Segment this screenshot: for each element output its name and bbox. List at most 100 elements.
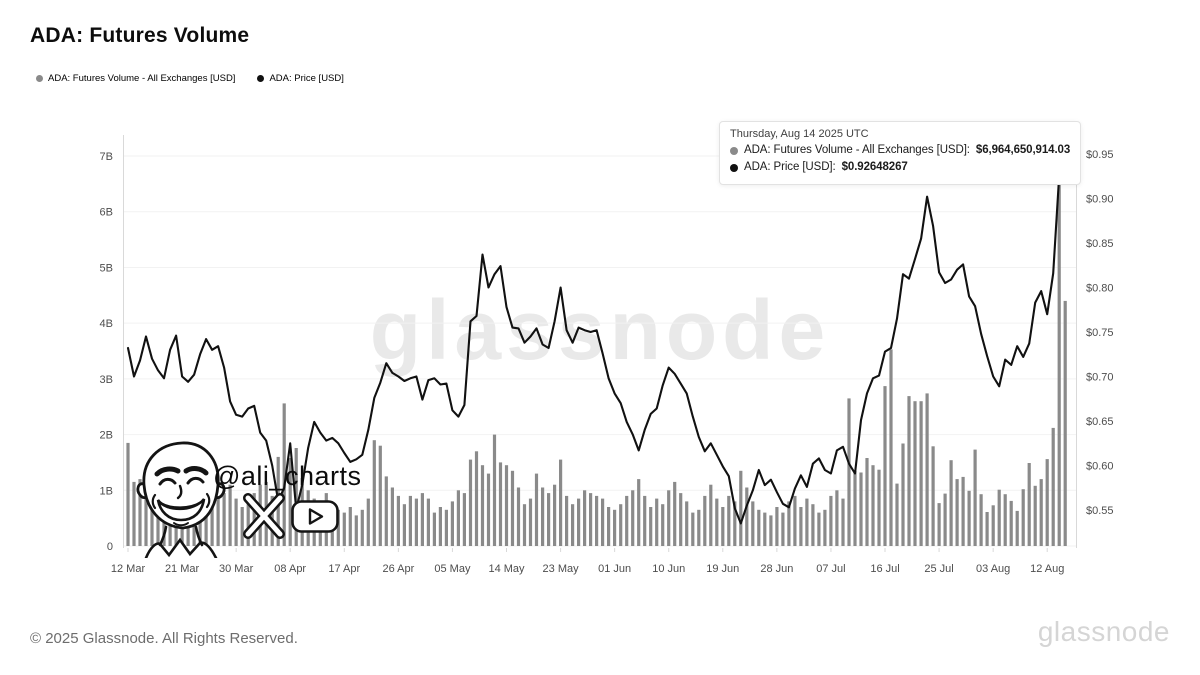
volume-bar[interactable] — [817, 512, 821, 546]
volume-bar[interactable] — [462, 493, 466, 546]
volume-bar[interactable] — [973, 449, 977, 546]
volume-bar[interactable] — [691, 512, 695, 546]
volume-bar[interactable] — [667, 490, 671, 546]
volume-bar[interactable] — [823, 509, 827, 546]
volume-bar[interactable] — [583, 490, 587, 546]
volume-bar[interactable] — [426, 498, 430, 546]
volume-bar[interactable] — [907, 396, 911, 546]
volume-bar[interactable] — [360, 509, 364, 546]
volume-bar[interactable] — [228, 484, 232, 546]
volume-bar[interactable] — [336, 509, 340, 546]
volume-bar[interactable] — [685, 501, 689, 546]
volume-bar[interactable] — [138, 479, 142, 546]
volume-bar[interactable] — [931, 446, 935, 546]
volume-bar[interactable] — [799, 507, 803, 546]
volume-bar[interactable] — [811, 504, 815, 546]
volume-bar[interactable] — [547, 493, 551, 546]
volume-bar[interactable] — [132, 481, 136, 546]
volume-bar[interactable] — [348, 507, 352, 546]
volume-bar[interactable] — [619, 504, 623, 546]
volume-bar[interactable] — [234, 498, 238, 546]
volume-bar[interactable] — [402, 504, 406, 546]
volume-bar[interactable] — [637, 479, 641, 546]
volume-bar[interactable] — [342, 512, 346, 546]
volume-bar[interactable] — [414, 498, 418, 546]
volume-bar[interactable] — [829, 495, 833, 546]
volume-bar[interactable] — [486, 473, 491, 546]
volume-bar[interactable] — [805, 498, 809, 546]
volume-bar[interactable] — [625, 495, 629, 546]
volume-bar[interactable] — [1021, 489, 1025, 546]
volume-bar[interactable] — [715, 498, 719, 546]
volume-bar[interactable] — [1027, 463, 1031, 546]
volume-bar[interactable] — [246, 504, 250, 546]
volume-bar[interactable] — [709, 484, 713, 546]
volume-bar[interactable] — [751, 501, 755, 546]
volume-bar[interactable] — [492, 434, 497, 546]
volume-bar[interactable] — [607, 507, 611, 546]
volume-bar[interactable] — [649, 507, 653, 546]
volume-bar[interactable] — [384, 476, 388, 546]
volume-bar[interactable] — [889, 349, 893, 546]
volume-bar[interactable] — [967, 490, 971, 546]
volume-bar[interactable] — [733, 501, 737, 546]
volume-bar[interactable] — [895, 483, 899, 546]
volume-bar[interactable] — [216, 495, 220, 546]
volume-bar[interactable] — [126, 442, 130, 546]
volume-bar[interactable] — [444, 509, 448, 546]
volume-bar[interactable] — [565, 495, 569, 546]
volume-bar[interactable] — [534, 473, 539, 546]
volume-bar[interactable] — [835, 490, 839, 546]
volume-bar[interactable] — [991, 505, 995, 546]
volume-bar[interactable] — [901, 443, 905, 547]
volume-bar[interactable] — [871, 465, 875, 546]
volume-bar[interactable] — [985, 512, 989, 546]
volume-bar[interactable] — [1051, 427, 1055, 546]
legend-item-futures-volume[interactable]: ADA: Futures Volume - All Exchanges [USD… — [36, 73, 235, 84]
volume-bar[interactable] — [859, 472, 863, 547]
volume-bar[interactable] — [865, 458, 869, 546]
volume-bar[interactable] — [504, 465, 509, 546]
volume-bar[interactable] — [679, 493, 683, 546]
volume-bar[interactable] — [396, 495, 400, 546]
volume-bar[interactable] — [703, 495, 707, 546]
volume-bar[interactable] — [294, 448, 298, 546]
volume-bar[interactable] — [757, 509, 761, 546]
volume-bar[interactable] — [450, 501, 454, 546]
volume-bar[interactable] — [661, 504, 665, 546]
volume-bar[interactable] — [480, 465, 485, 546]
legend-item-price[interactable]: ADA: Price [USD] — [257, 73, 344, 84]
volume-bar[interactable] — [769, 515, 773, 546]
volume-bar[interactable] — [697, 509, 701, 546]
volume-bar[interactable] — [1057, 158, 1061, 547]
volume-bar[interactable] — [721, 507, 725, 546]
volume-bar[interactable] — [739, 470, 743, 546]
volume-bar[interactable] — [943, 493, 947, 546]
volume-bar[interactable] — [528, 498, 533, 546]
volume-bar[interactable] — [643, 495, 647, 546]
volume-bar[interactable] — [1039, 479, 1043, 546]
volume-bar[interactable] — [408, 495, 412, 546]
volume-bar[interactable] — [420, 493, 424, 546]
volume-bar[interactable] — [210, 487, 214, 547]
volume-bar[interactable] — [516, 487, 521, 547]
volume-bar[interactable] — [853, 470, 857, 546]
volume-bar[interactable] — [997, 489, 1001, 546]
volume-bar[interactable] — [601, 498, 605, 546]
volume-bar[interactable] — [847, 398, 851, 546]
volume-bar[interactable] — [577, 498, 581, 546]
volume-bar[interactable] — [366, 498, 370, 546]
volume-bar[interactable] — [727, 495, 731, 546]
volume-bar[interactable] — [1033, 485, 1037, 546]
volume-bar[interactable] — [781, 512, 785, 546]
volume-bar[interactable] — [655, 498, 659, 546]
volume-bar[interactable] — [613, 509, 617, 546]
volume-bar[interactable] — [979, 494, 983, 546]
volume-bar[interactable] — [553, 484, 557, 546]
volume-bar[interactable] — [919, 401, 923, 546]
volume-bar[interactable] — [961, 476, 965, 546]
volume-bar[interactable] — [631, 490, 635, 546]
volume-bar[interactable] — [937, 503, 941, 546]
volume-bar[interactable] — [222, 493, 226, 546]
volume-bar[interactable] — [877, 469, 881, 546]
